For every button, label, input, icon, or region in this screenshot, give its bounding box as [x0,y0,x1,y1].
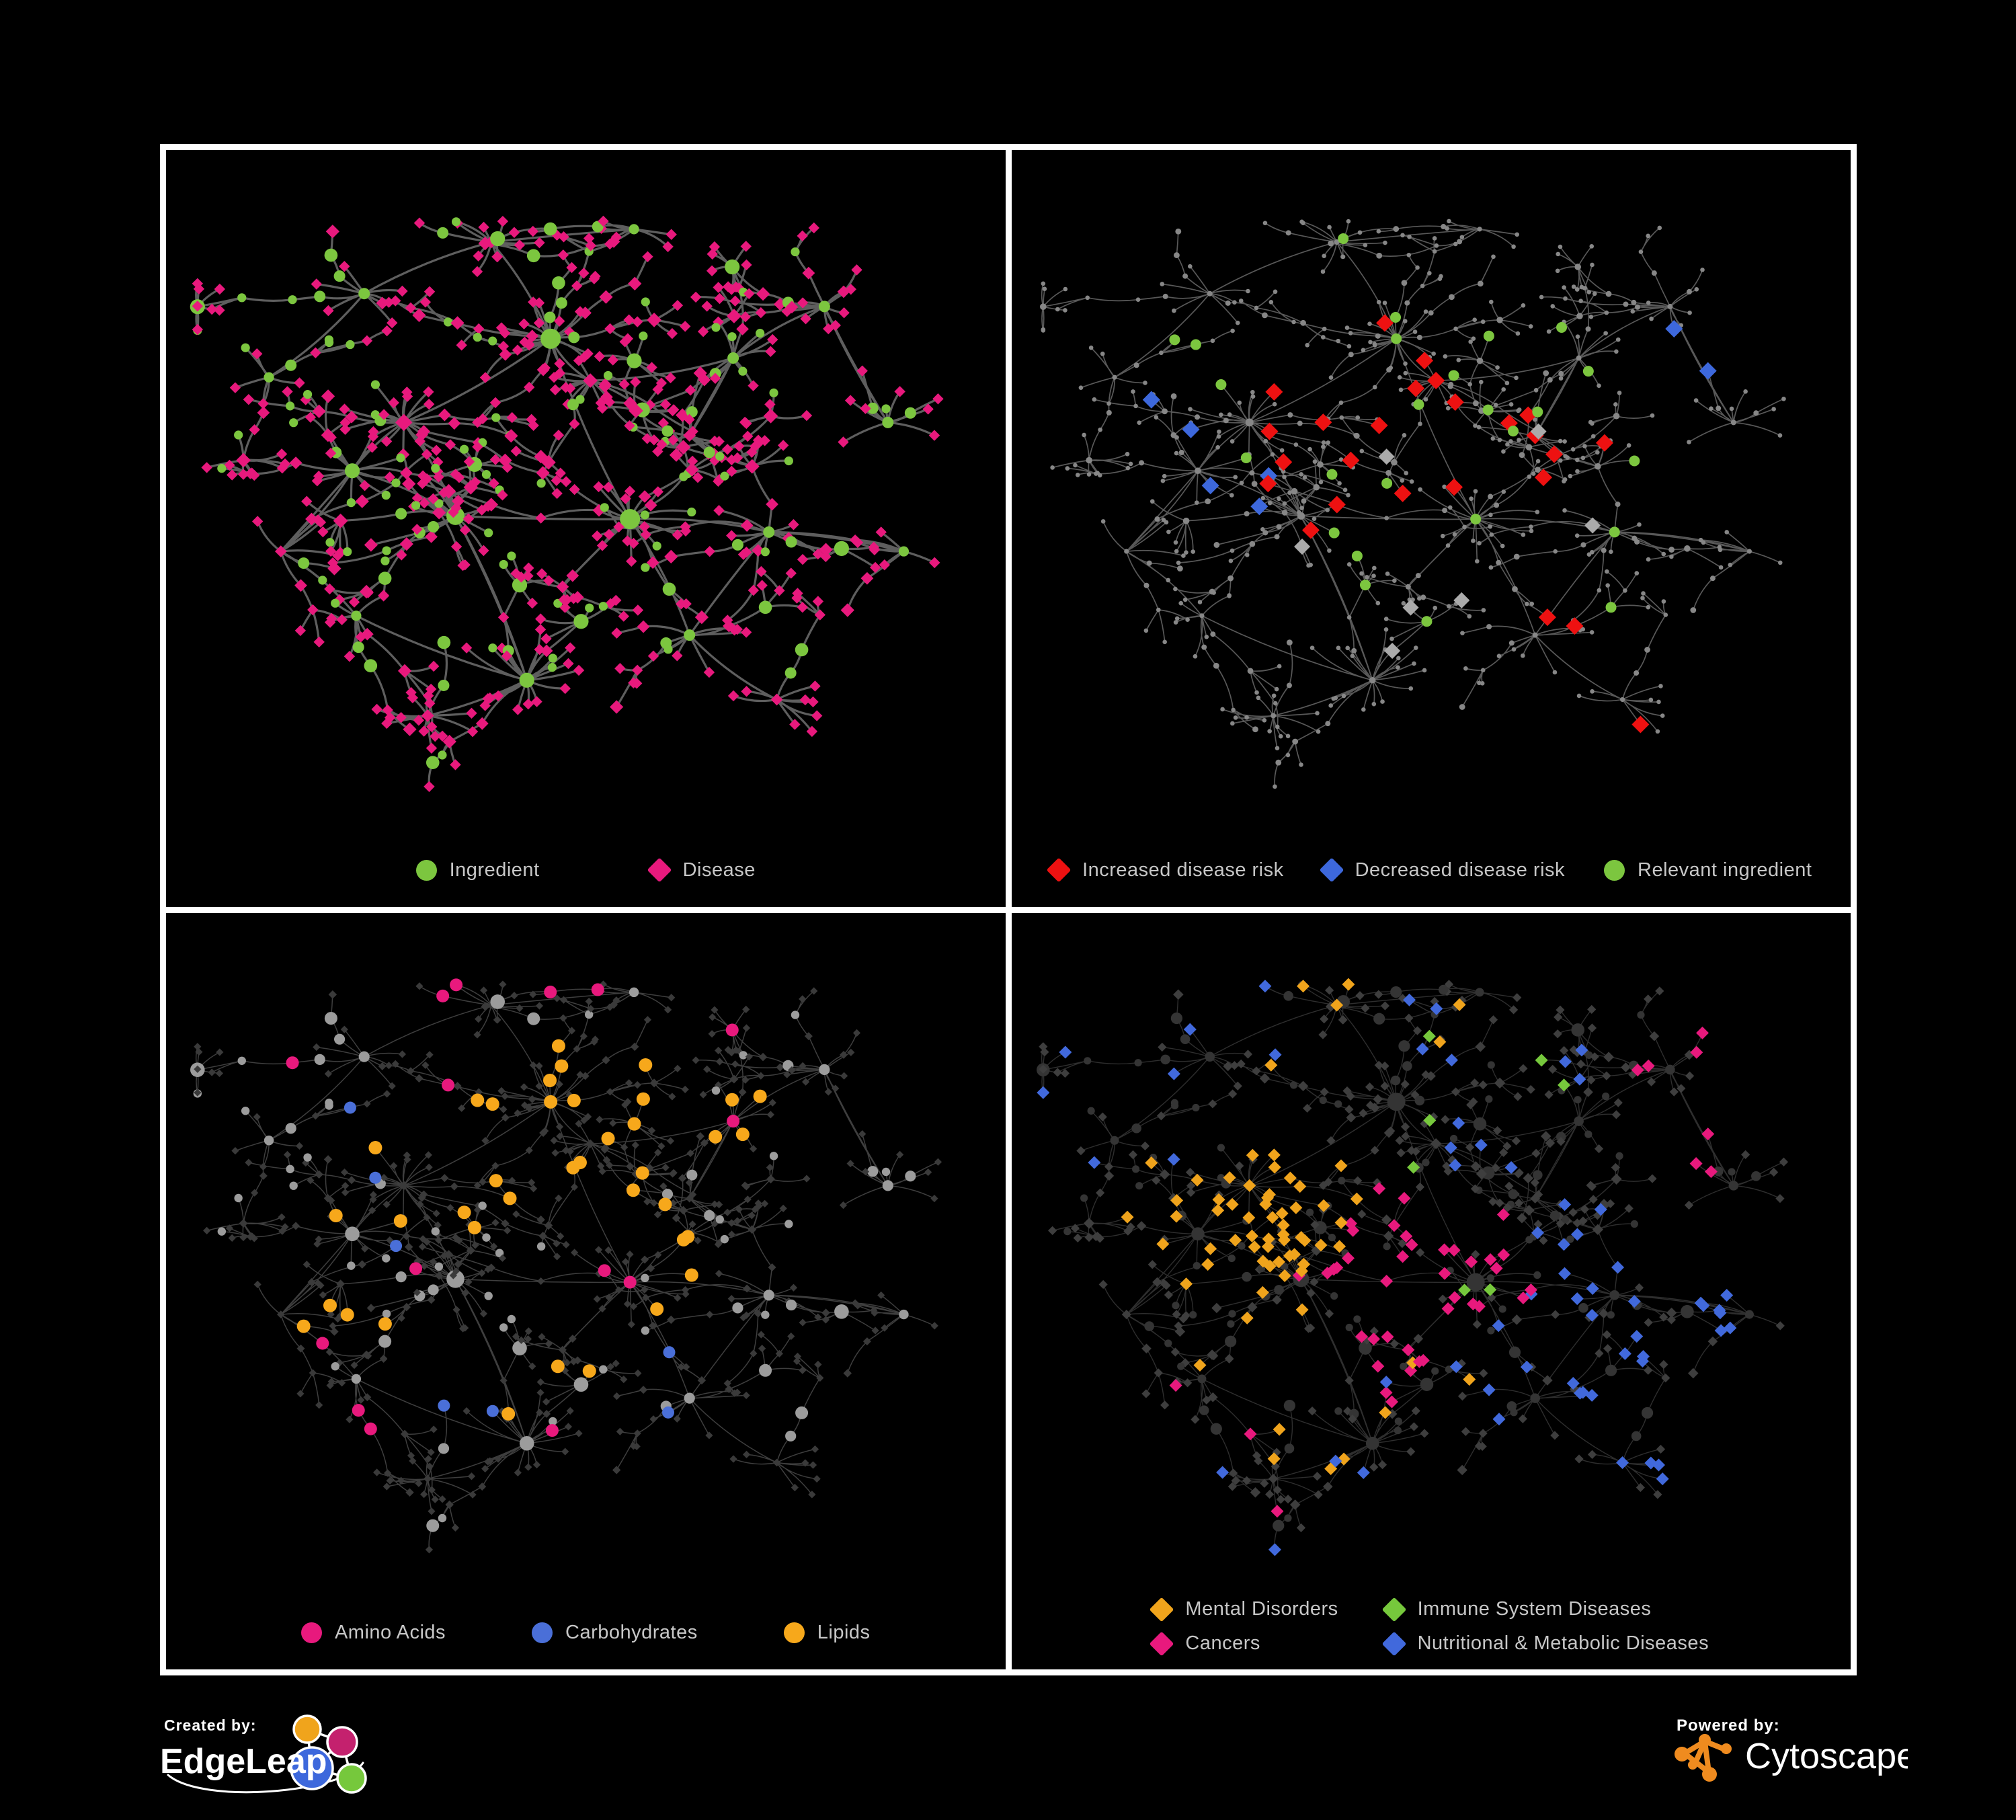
edgeleap-logo: Created by: EdgeLeap [160,1714,367,1794]
legend-item: Nutritional & Metabolic Diseases [1381,1631,1709,1656]
legend-item: Ingredient [415,859,540,881]
created-by-block: Created by: EdgeLeap [155,1709,397,1807]
lipids-swatch-icon [783,1622,805,1643]
network-graph-nutrient-classes [190,978,942,1554]
legend-label: Immune System Diseases [1417,1598,1652,1620]
legend-item: Disease [647,857,756,883]
legend-label: Nutritional & Metabolic Diseases [1417,1632,1709,1654]
legend-label: Relevant ingredient [1638,859,1812,881]
legend-item: Carbohydrates [532,1622,698,1644]
cancers-swatch-icon [1150,1631,1174,1656]
edgeleap-wordmark: EdgeLeap [160,1742,327,1781]
created-by-label: Created by: [164,1716,257,1734]
legend-item: Mental Disorders [1150,1597,1338,1622]
legend-label: Disease [682,859,756,881]
legend-label: Cancers [1185,1632,1260,1654]
legend-item: Amino Acids [300,1622,446,1644]
powered-by-block: Powered by: Cytoscape [1666,1712,1917,1803]
legend-label: Ingredient [449,859,540,881]
cytoscape-network-icon [1675,1734,1732,1782]
figure-grid: Ingredient Disease Increased disease ris… [160,144,1857,1675]
panel-ingredient-disease: Ingredient Disease [166,150,1006,907]
legend-item: Increased disease risk [1046,857,1284,883]
legend-disease-risk: Increased disease risk Decreased disease… [1012,857,1851,883]
network-graph-disease-classes [1036,978,1788,1556]
legend-item: Immune System Diseases [1381,1597,1709,1622]
legend-label: Mental Disorders [1185,1598,1338,1620]
disease-swatch-icon [647,857,672,883]
legend-label: Amino Acids [334,1622,446,1643]
metabolic-diseases-swatch-icon [1381,1631,1406,1656]
panel-disease-classes: Mental Disorders Immune System Diseases … [1011,912,1851,1669]
legend-label: Increased disease risk [1082,859,1284,881]
panel-disease-risk: Increased disease risk Decreased disease… [1011,150,1851,907]
cytoscape-wordmark: Cytoscape [1745,1736,1908,1776]
network-graph-disease-risk [1039,219,1786,789]
panel-nutrient-classes: Amino Acids Carbohydrates Lipids [166,912,1006,1669]
legend-item: Decreased disease risk [1319,857,1566,883]
legend-ingredient-disease: Ingredient Disease [166,857,1006,883]
legend-label: Lipids [817,1622,871,1643]
increased-risk-swatch-icon [1046,857,1072,883]
mental-disorders-swatch-icon [1150,1597,1174,1622]
immune-diseases-swatch-icon [1381,1597,1406,1622]
powered-by-label: Powered by: [1677,1716,1780,1735]
legend-item: Lipids [783,1622,871,1644]
legend-nutrient-classes: Amino Acids Carbohydrates Lipids [166,1622,1006,1644]
cytoscape-logo: Powered by: Cytoscape [1675,1716,1917,1782]
amino-acids-swatch-icon [300,1622,322,1643]
legend-item: Cancers [1150,1631,1338,1656]
decreased-risk-swatch-icon [1319,857,1344,883]
legend-item: Relevant ingredient [1604,859,1812,881]
legend-label: Decreased disease risk [1355,859,1566,881]
edgeleap-network-icon [290,1714,367,1794]
carbohydrates-swatch-icon [532,1622,553,1643]
network-graph-ingredient-disease [190,215,944,793]
ingredient-swatch-icon [415,859,437,881]
relevant-ingredient-swatch-icon [1604,859,1625,881]
legend-label: Carbohydrates [565,1622,698,1643]
legend-disease-classes: Mental Disorders Immune System Diseases … [1012,1597,1851,1656]
